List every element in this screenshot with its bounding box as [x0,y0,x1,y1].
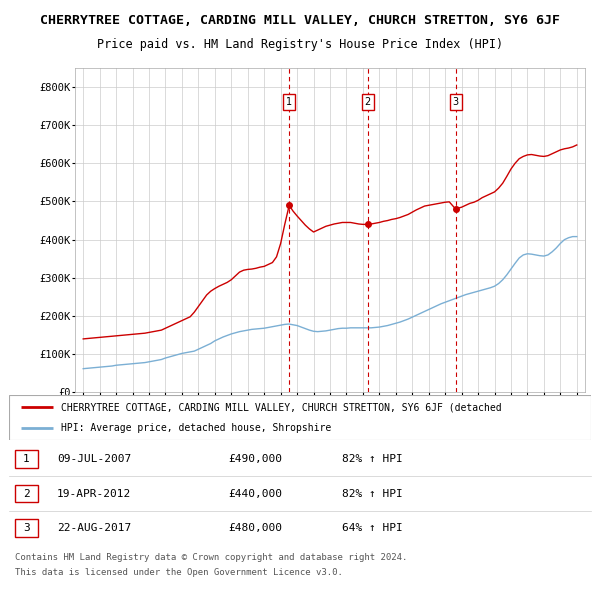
Text: 19-APR-2012: 19-APR-2012 [57,489,131,499]
Text: 64% ↑ HPI: 64% ↑ HPI [342,523,403,533]
Text: CHERRYTREE COTTAGE, CARDING MILL VALLEY, CHURCH STRETTON, SY6 6JF: CHERRYTREE COTTAGE, CARDING MILL VALLEY,… [40,14,560,27]
Text: 22-AUG-2017: 22-AUG-2017 [57,523,131,533]
Text: Contains HM Land Registry data © Crown copyright and database right 2024.: Contains HM Land Registry data © Crown c… [15,553,407,562]
Text: 82% ↑ HPI: 82% ↑ HPI [342,489,403,499]
Text: £490,000: £490,000 [228,454,282,464]
Text: CHERRYTREE COTTAGE, CARDING MILL VALLEY, CHURCH STRETTON, SY6 6JF (detached: CHERRYTREE COTTAGE, CARDING MILL VALLEY,… [61,402,502,412]
Text: £480,000: £480,000 [228,523,282,533]
Text: 3: 3 [23,523,30,533]
Text: 2: 2 [23,489,30,499]
Text: 09-JUL-2007: 09-JUL-2007 [57,454,131,464]
Text: 1: 1 [23,454,30,464]
Text: HPI: Average price, detached house, Shropshire: HPI: Average price, detached house, Shro… [61,422,332,432]
Text: £440,000: £440,000 [228,489,282,499]
Text: 1: 1 [286,97,292,107]
Text: 2: 2 [365,97,371,107]
FancyBboxPatch shape [9,395,591,440]
Text: 82% ↑ HPI: 82% ↑ HPI [342,454,403,464]
Text: This data is licensed under the Open Government Licence v3.0.: This data is licensed under the Open Gov… [15,568,343,577]
Text: 3: 3 [452,97,459,107]
Text: Price paid vs. HM Land Registry's House Price Index (HPI): Price paid vs. HM Land Registry's House … [97,38,503,51]
